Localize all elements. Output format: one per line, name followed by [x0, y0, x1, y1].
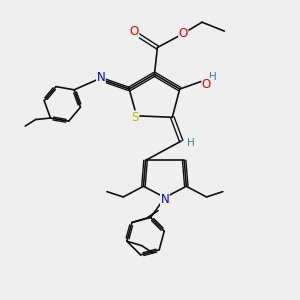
Text: O: O	[202, 78, 211, 91]
Text: H: H	[187, 138, 195, 148]
Text: S: S	[131, 111, 139, 124]
Text: O: O	[130, 25, 139, 38]
Text: O: O	[179, 27, 188, 40]
Text: N: N	[160, 193, 169, 206]
Text: H: H	[209, 72, 217, 82]
Text: N: N	[97, 71, 105, 84]
